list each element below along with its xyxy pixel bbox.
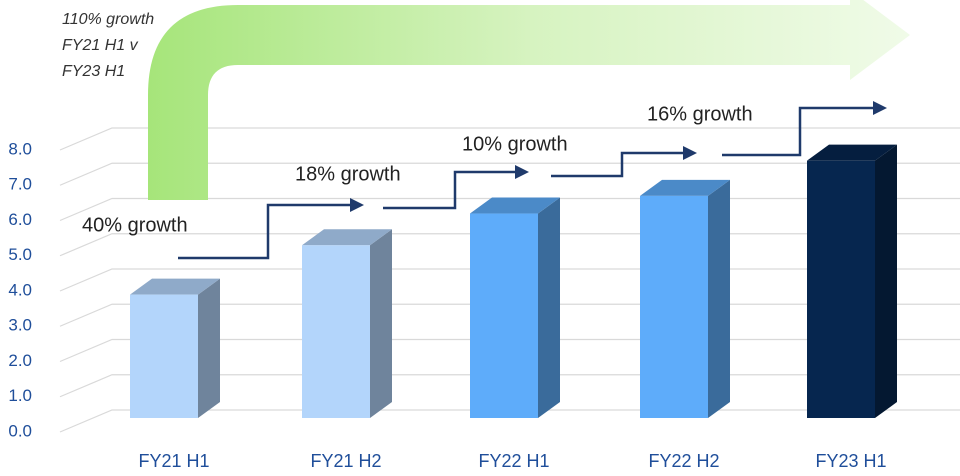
headline: FY23 H1 [62, 63, 125, 80]
growth-label: 18% growth [295, 163, 401, 185]
growth-label: 10% growth [462, 133, 568, 155]
bar [302, 245, 370, 418]
headline: FY21 H1 v [62, 37, 139, 54]
y-tick-label: 6.0 [8, 210, 32, 229]
y-tick-label: 0.0 [8, 421, 32, 440]
y-tick-label: 3.0 [8, 316, 32, 335]
x-tick-label: FY23 H1 [815, 451, 886, 471]
growth-label: 16% growth [647, 103, 753, 125]
connector [551, 151, 685, 178]
arrowhead [350, 198, 364, 212]
bar-side [198, 278, 220, 418]
bars [130, 144, 897, 419]
y-tick-label: 5.0 [8, 245, 32, 264]
arrowhead [515, 165, 529, 179]
bar-top [302, 229, 392, 246]
x-tick-label: FY21 H1 [138, 451, 209, 471]
grid-line [59, 127, 960, 151]
bar-side [708, 179, 730, 418]
x-tick-label: FY21 H2 [310, 451, 381, 471]
bar-top [807, 144, 897, 161]
bar-side [538, 197, 560, 418]
y-tick-label: 2.0 [8, 351, 32, 370]
bar [130, 294, 198, 418]
bar-side [370, 229, 392, 418]
bar [640, 195, 708, 418]
connector [383, 170, 517, 210]
arrowhead [683, 146, 697, 160]
y-tick-label: 8.0 [8, 139, 32, 158]
connector [178, 203, 352, 260]
arrowhead [873, 101, 887, 115]
bar-top [640, 179, 730, 196]
grid-line [59, 162, 960, 186]
y-tick-label: 4.0 [8, 280, 32, 299]
big-arrow [148, 0, 910, 200]
arrowheads [350, 101, 887, 212]
y-tick-label: 1.0 [8, 386, 32, 405]
bar [470, 213, 538, 418]
growth-label: 40% growth [82, 214, 188, 236]
y-tick-label: 7.0 [8, 175, 32, 194]
bar-side [875, 144, 897, 419]
bar-top [130, 278, 220, 295]
x-tick-label: FY22 H2 [648, 451, 719, 471]
x-tick-label: FY22 H1 [478, 451, 549, 471]
connectors [178, 106, 875, 260]
connector [722, 106, 875, 157]
headline: 110% growth [62, 11, 154, 28]
bar [807, 160, 875, 419]
bar-top [470, 197, 560, 214]
